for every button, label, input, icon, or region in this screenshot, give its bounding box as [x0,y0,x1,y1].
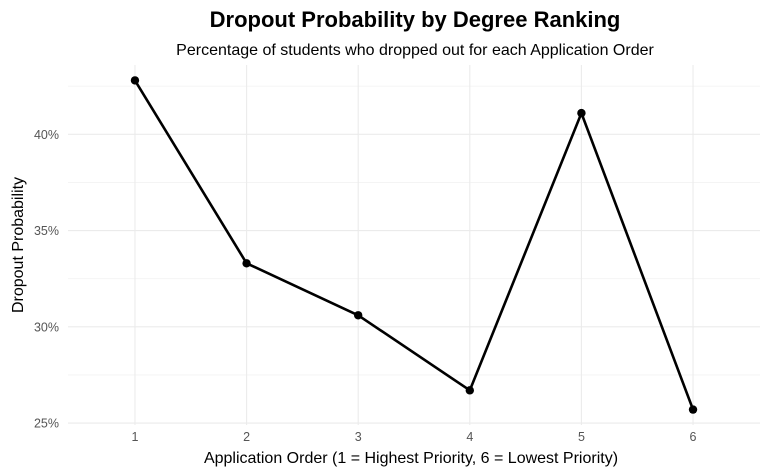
x-tick-label: 6 [690,430,697,444]
data-point [577,108,586,118]
data-point [242,259,251,268]
data-point [130,76,140,85]
x-tick-label: 3 [355,430,362,444]
data-point [688,405,698,414]
data-point [353,311,363,320]
y-tick-label: 25% [34,417,59,431]
x-axis-title: Application Order (1 = Highest Priority,… [204,450,618,467]
chart-subtitle: Percentage of students who dropped out f… [176,42,654,59]
x-tick-label: 2 [243,430,250,444]
series-line [133,79,695,411]
y-tick-labels: 25% 30% 35% 40% [34,128,59,431]
series [130,76,698,414]
x-tick-label: 4 [466,430,473,444]
x-tick-label: 5 [578,430,585,444]
x-tick-labels: 1 2 3 4 5 6 [131,430,696,444]
y-axis-title: Dropout Probability [10,177,27,313]
x-tick-label: 1 [131,430,138,444]
chart-title: Dropout Probability by Degree Ranking [210,7,621,32]
y-tick-label: 40% [34,128,59,142]
y-tick-label: 35% [34,224,59,238]
grid [68,65,760,425]
data-point [465,386,475,395]
y-tick-label: 30% [34,320,59,334]
